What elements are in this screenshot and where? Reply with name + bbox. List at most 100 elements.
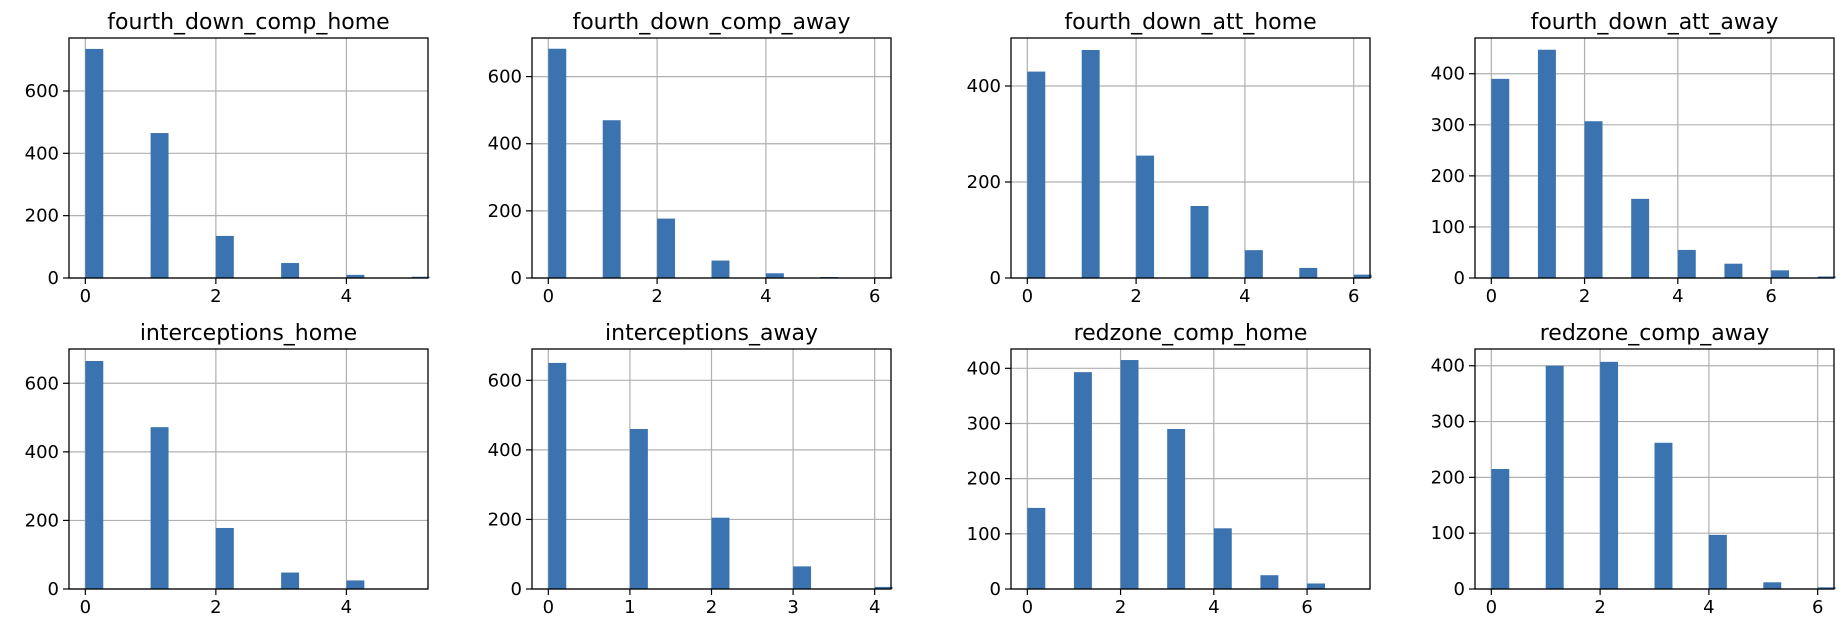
histogram-panel: 0 2 4 0 200 400 600 fourth_down_comp_home bbox=[25, 10, 430, 307]
y-tick-label: 300 bbox=[967, 413, 1001, 434]
x-tick-label: 4 bbox=[341, 286, 352, 307]
x-tick-label: 0 bbox=[1486, 597, 1497, 618]
x-tick-label: 0 bbox=[543, 597, 554, 618]
histogram-bar bbox=[150, 133, 169, 278]
histogram-bar bbox=[1545, 365, 1564, 589]
x-tick-label: 4 bbox=[1703, 597, 1714, 618]
histogram-bar bbox=[1537, 49, 1556, 278]
x-tick-label: 0 bbox=[1486, 286, 1497, 307]
x-tick-label: 0 bbox=[543, 286, 554, 307]
y-tick-label: 600 bbox=[25, 373, 59, 394]
histogram-bar bbox=[1817, 587, 1836, 589]
histogram-bar bbox=[1299, 267, 1318, 278]
x-tick-label: 6 bbox=[869, 286, 880, 307]
histogram-bar bbox=[548, 362, 567, 589]
x-tick-label: 4 bbox=[1239, 286, 1250, 307]
axes-frame bbox=[1474, 37, 1835, 279]
histogram-panel: 0 1 2 3 4 0 200 400 600 interceptions_away bbox=[488, 321, 893, 618]
y-tick-label: 100 bbox=[1431, 523, 1465, 544]
histogram-bar bbox=[85, 361, 104, 589]
histogram-bar bbox=[1600, 361, 1619, 589]
x-tick-label: 0 bbox=[80, 597, 91, 618]
histogram-bar bbox=[548, 48, 567, 279]
histogram-panel: 0 2 4 6 0 100 200 300 400 fourth_down_att_away bbox=[1431, 10, 1836, 307]
histogram-bar bbox=[711, 260, 730, 278]
x-tick-label: 2 bbox=[1115, 597, 1126, 618]
histogram-bar bbox=[1213, 528, 1232, 589]
histogram-bar bbox=[281, 572, 300, 589]
histogram-bar bbox=[657, 218, 676, 278]
x-tick-label: 0 bbox=[1022, 286, 1033, 307]
histogram-bar bbox=[1584, 121, 1603, 278]
y-tick-label: 200 bbox=[25, 510, 59, 531]
histogram-bar bbox=[602, 120, 621, 278]
histogram-bar bbox=[765, 273, 784, 278]
histogram-bar bbox=[1763, 582, 1782, 589]
histogram-bar bbox=[1081, 50, 1100, 278]
y-tick-label: 600 bbox=[488, 370, 522, 391]
x-tick-label: 4 bbox=[760, 286, 771, 307]
histogram-title: fourth_down_att_home bbox=[1064, 10, 1316, 35]
histogram-bar bbox=[1027, 71, 1046, 278]
histogram-panel: 0 2 4 6 0 100 200 300 400 redzone_comp_away bbox=[1431, 321, 1836, 618]
x-tick-label: 4 bbox=[341, 597, 352, 618]
histogram-bar bbox=[1724, 263, 1743, 278]
x-tick-label: 6 bbox=[1812, 597, 1823, 618]
histogram-bar bbox=[711, 517, 730, 589]
axes-frame bbox=[1010, 37, 1371, 279]
histogram-bar bbox=[793, 566, 812, 589]
histogram-panel: 0 2 4 6 0 200 400 600 fourth_down_comp_away bbox=[488, 10, 893, 307]
y-tick-label: 400 bbox=[967, 76, 1001, 97]
y-tick-label: 200 bbox=[488, 509, 522, 530]
histogram-bar bbox=[1353, 274, 1372, 278]
histogram-bar bbox=[1120, 360, 1139, 589]
y-tick-label: 200 bbox=[1431, 467, 1465, 488]
histogram-bar bbox=[1491, 469, 1510, 589]
y-tick-label: 400 bbox=[488, 440, 522, 461]
y-tick-label: 0 bbox=[1454, 579, 1465, 600]
x-tick-label: 4 bbox=[1208, 597, 1219, 618]
x-tick-label: 0 bbox=[80, 286, 91, 307]
x-tick-label: 6 bbox=[1301, 597, 1312, 618]
histogram-bar bbox=[874, 586, 893, 589]
y-tick-label: 0 bbox=[48, 268, 59, 289]
x-tick-label: 3 bbox=[787, 597, 798, 618]
y-tick-label: 100 bbox=[967, 524, 1001, 545]
histogram-bar bbox=[281, 263, 300, 278]
histogram-bar bbox=[1073, 372, 1092, 589]
histogram-title: fourth_down_comp_home bbox=[107, 10, 389, 35]
histogram-bar bbox=[215, 235, 234, 278]
histogram-title: interceptions_away bbox=[605, 321, 818, 346]
axes-frame bbox=[531, 37, 892, 279]
axes-frame bbox=[68, 37, 429, 279]
x-tick-label: 2 bbox=[1579, 286, 1590, 307]
y-tick-label: 0 bbox=[511, 268, 522, 289]
y-tick-label: 200 bbox=[967, 172, 1001, 193]
histogram-title: fourth_down_att_away bbox=[1531, 10, 1779, 35]
histogram-title: fourth_down_comp_away bbox=[572, 10, 850, 35]
x-tick-label: 2 bbox=[1594, 597, 1605, 618]
histogram-bar bbox=[1771, 270, 1790, 278]
y-tick-label: 400 bbox=[1431, 64, 1465, 85]
y-tick-label: 300 bbox=[1431, 412, 1465, 433]
histogram-bar bbox=[150, 427, 169, 589]
y-tick-label: 200 bbox=[967, 469, 1001, 490]
histogram-bar bbox=[1654, 442, 1673, 589]
histogram-bar bbox=[1244, 250, 1263, 278]
y-tick-label: 0 bbox=[990, 268, 1001, 289]
histogram-panel: 0 2 4 0 200 400 600 interceptions_home bbox=[25, 321, 429, 618]
x-tick-label: 4 bbox=[869, 597, 880, 618]
histogram-bar bbox=[346, 580, 365, 589]
x-tick-label: 2 bbox=[706, 597, 717, 618]
histogram-bar bbox=[1190, 206, 1209, 278]
histogram-title: interceptions_home bbox=[140, 321, 357, 346]
y-tick-label: 0 bbox=[511, 579, 522, 600]
histogram-bar bbox=[1136, 155, 1155, 278]
x-tick-label: 0 bbox=[1022, 597, 1033, 618]
y-tick-label: 300 bbox=[1431, 115, 1465, 136]
y-tick-label: 600 bbox=[25, 81, 59, 102]
y-tick-label: 0 bbox=[48, 579, 59, 600]
x-tick-label: 2 bbox=[651, 286, 662, 307]
x-tick-label: 2 bbox=[210, 286, 221, 307]
